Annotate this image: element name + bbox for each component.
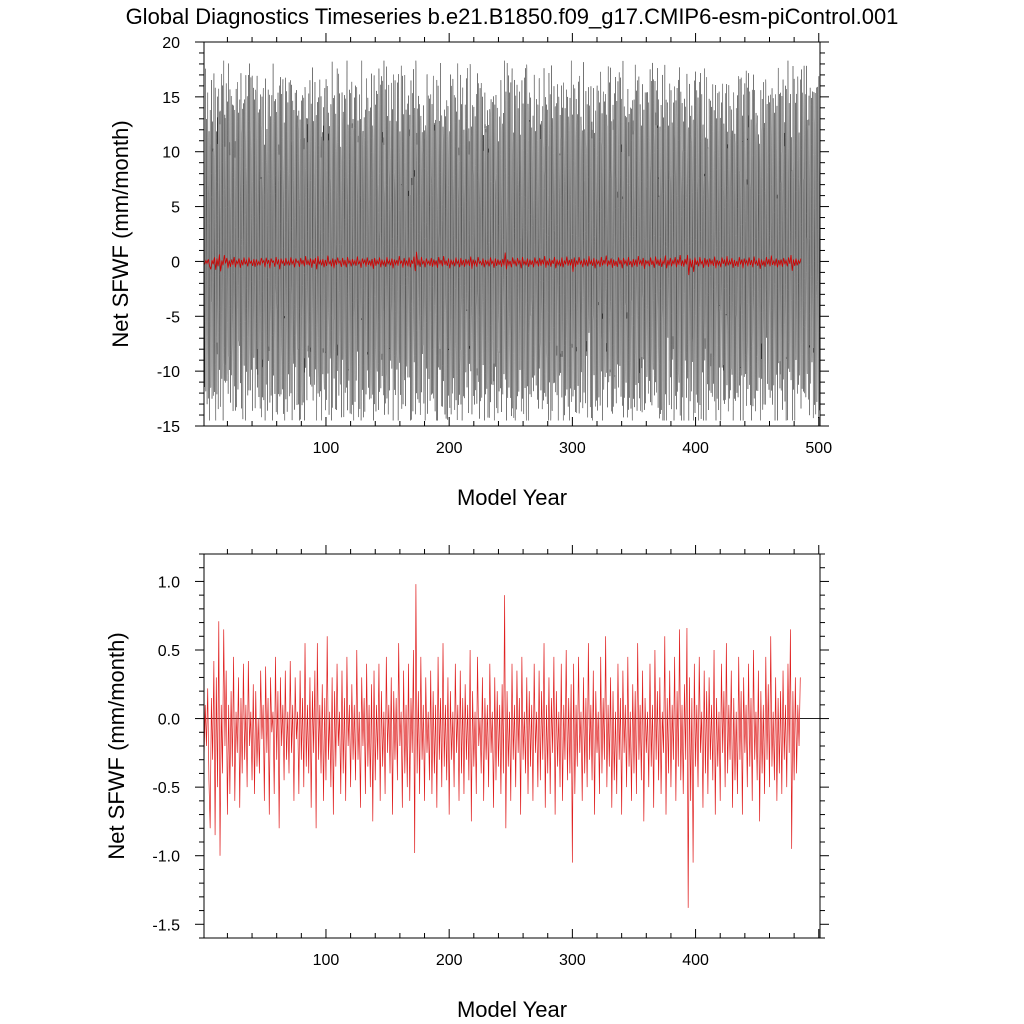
annual-mean-series-line: [204, 251, 802, 276]
top-panel: 100 200 300 400 500 -15 -10 -5 0 5 10 15 20 Model Yea…: [108, 33, 832, 510]
y-tick-label: 0.5: [158, 643, 180, 660]
y-tick-label: -5: [166, 309, 180, 326]
bottom-panel: 100 200 300 400 -1.5 -1.0 -0.5 0.0 0.5 1.0 Model Y…: [104, 545, 829, 1022]
y-tick-label: 1.0: [158, 574, 180, 591]
y-tick-label: 20: [162, 35, 180, 52]
figure-title: Global Diagnostics Timeseries b.e21.B185…: [126, 4, 899, 29]
y-tick-label: 0.0: [158, 712, 180, 729]
plot-area: [204, 60, 820, 421]
plot-area: [204, 584, 820, 908]
y-tick-label: -1.5: [152, 917, 180, 934]
x-axis-label: Model Year: [457, 997, 567, 1022]
y-tick-label: 5: [171, 200, 180, 217]
y-tick-label: 15: [162, 90, 180, 107]
x-tick-label: 100: [313, 440, 340, 457]
y-tick-label: 10: [162, 145, 180, 162]
x-tick-label: 100: [313, 952, 340, 969]
annual-series-line: [204, 584, 801, 908]
x-axis-label: Model Year: [457, 485, 567, 510]
x-tick-label: 500: [805, 440, 832, 457]
y-tick-label: -15: [157, 419, 180, 436]
x-tick-label: 400: [682, 440, 709, 457]
x-tick-label: 400: [682, 952, 709, 969]
y-tick-label: 0: [171, 254, 180, 271]
x-tick-label: 300: [559, 440, 586, 457]
x-tick-label: 200: [436, 440, 463, 457]
monthly-series-line: [204, 60, 820, 421]
y-axis-label: Net SFWF (mm/month): [108, 120, 133, 347]
y-tick-label: -1.0: [152, 849, 180, 866]
x-tick-label: 200: [436, 952, 463, 969]
y-axis-label: Net SFWF (mm/month): [104, 632, 129, 859]
x-tick-label: 300: [559, 952, 586, 969]
y-tick-label: -0.5: [152, 780, 180, 797]
plot-frame: [203, 41, 821, 427]
y-tick-label: -10: [157, 364, 180, 381]
